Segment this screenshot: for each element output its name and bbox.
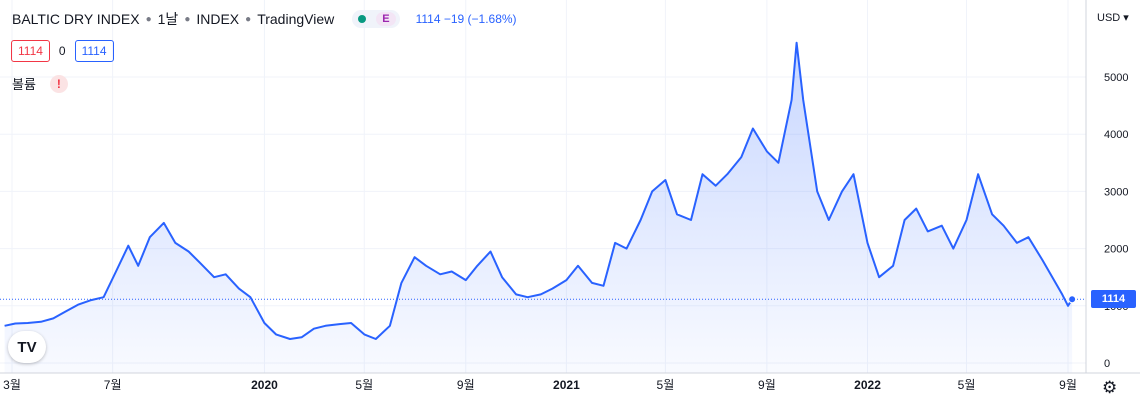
last-price-dot	[1068, 295, 1077, 304]
volume-legend: 볼륨 !	[12, 74, 68, 93]
chevron-down-icon: ▾	[1120, 12, 1129, 24]
series-area	[4, 42, 1073, 373]
x-tick-label: 7월	[104, 378, 122, 392]
market-status-pill[interactable]: E	[352, 10, 400, 28]
legend-separator-dot: ●	[184, 13, 191, 25]
ohlc-row: 1114 0 1114	[11, 40, 114, 62]
y-tick-label: 2000	[1104, 244, 1128, 256]
x-tick-label: 2020	[251, 378, 278, 392]
x-tick-label: 5월	[657, 378, 675, 392]
x-tick-label: 9월	[758, 378, 776, 392]
last-price-tag: 1114	[1091, 290, 1136, 308]
series-line	[4, 41, 1073, 340]
sell-price-box[interactable]: 1114	[11, 40, 50, 62]
y-tick-label: 5000	[1104, 72, 1128, 84]
x-tick-label: 5월	[355, 378, 373, 392]
time-axis-labels: 3월 7월 2020 5월 9월 2021 5월 9월 2022 5월 9월	[3, 378, 1077, 392]
exchange-label: INDEX	[196, 11, 240, 27]
currency-selector[interactable]: USD ▾	[1097, 11, 1129, 24]
spread-value: 0	[58, 44, 66, 58]
interval-label[interactable]: 1날	[157, 11, 179, 27]
provider-label: TradingView	[257, 11, 335, 27]
symbol-name[interactable]: BALTIC DRY INDEX	[12, 11, 140, 27]
price-axis-labels: 010002000300040005000	[1104, 72, 1128, 370]
x-tick-label: 5월	[958, 378, 976, 392]
legend-separator-dot: ●	[245, 13, 252, 25]
warning-icon[interactable]: !	[49, 74, 68, 93]
y-tick-label: 0	[1104, 358, 1110, 370]
legend-separator-dot: ●	[145, 13, 152, 25]
tradingview-logo[interactable]: TV	[8, 331, 46, 363]
x-tick-label: 3월	[3, 378, 21, 392]
volume-label[interactable]: 볼륨	[12, 77, 36, 92]
x-tick-label: 2022	[854, 378, 881, 392]
market-open-dot-icon	[358, 15, 367, 23]
x-tick-label: 9월	[457, 378, 475, 392]
x-tick-label: 9월	[1059, 378, 1077, 392]
y-tick-label: 4000	[1104, 129, 1128, 141]
y-tick-label: 3000	[1104, 186, 1128, 198]
x-tick-label: 2021	[553, 378, 580, 392]
currency-label: USD	[1097, 12, 1121, 24]
last-change-info: 1114 −19 (−1.68%)	[415, 12, 517, 26]
buy-price-box[interactable]: 1114	[74, 40, 114, 62]
status-badge: E	[376, 12, 396, 26]
gear-icon[interactable]: ⚙	[1102, 378, 1118, 397]
chart-legend: BALTIC DRY INDEX ● 1날 ● INDEX ● TradingV…	[12, 9, 517, 29]
